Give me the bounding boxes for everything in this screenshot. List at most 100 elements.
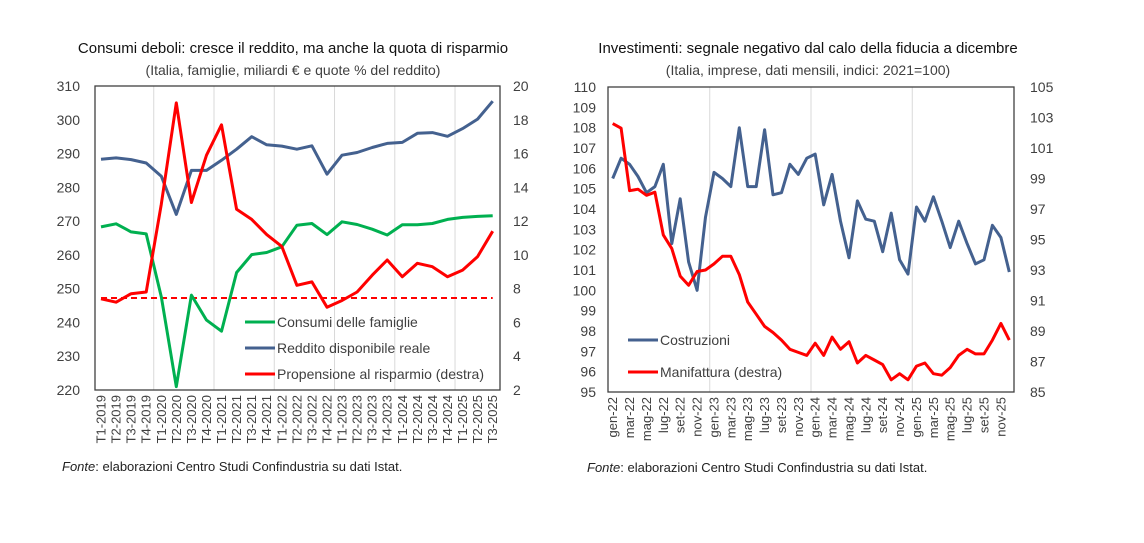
y-tick-label: 250 — [57, 281, 81, 297]
x-tick-label: nov-23 — [791, 397, 806, 437]
x-tick-label: nov-25 — [993, 397, 1008, 437]
y2-tick-label: 8 — [513, 281, 521, 297]
x-tick-label: nov-22 — [690, 397, 705, 437]
y2-tick-label: 97 — [1030, 201, 1046, 217]
y-tick-label: 107 — [573, 140, 597, 156]
x-tick-label: T2-2021 — [229, 395, 244, 443]
y2-tick-label: 12 — [513, 213, 529, 229]
x-tick-label: T3-2025 — [485, 395, 500, 443]
left-chart: Consumi deboli: cresce il reddito, ma an… — [62, 40, 508, 474]
y2-tick-label: 87 — [1030, 354, 1046, 370]
x-tick-label: T4-2023 — [380, 395, 395, 443]
legend-label: Propensione al risparmio (destra) — [277, 366, 484, 382]
x-tick-label: T3-2024 — [425, 395, 440, 443]
right-chart: Investimenti: segnale negativo dal calo … — [587, 40, 1018, 475]
source-label: Fonte — [587, 460, 620, 475]
y-tick-label: 95 — [580, 384, 596, 400]
x-tick-label: mar-24 — [825, 397, 840, 438]
y-tick-label: 102 — [573, 242, 597, 258]
left-chart-subtitle: (Italia, famiglie, miliardi € e quote % … — [146, 62, 441, 78]
x-tick-label: lug-23 — [757, 397, 772, 433]
x-tick-label: T1-2022 — [274, 395, 289, 443]
y-tick-label: 280 — [57, 179, 81, 195]
x-tick-label: nov-24 — [892, 397, 907, 437]
x-tick-label: set-25 — [976, 397, 991, 433]
x-tick-label: lug-24 — [858, 397, 873, 433]
series-line-manifattura-destra- — [611, 122, 1011, 382]
x-tick-label: T4-2021 — [259, 395, 274, 443]
y-tick-label: 260 — [57, 247, 81, 263]
y-tick-label: 220 — [57, 382, 81, 398]
y-tick-label: 97 — [580, 343, 596, 359]
plot-border — [607, 86, 1015, 393]
series-line-consumi-delle-famiglie — [100, 214, 493, 389]
x-tick-label: T2-2020 — [169, 395, 184, 443]
x-tick-label: T2-2025 — [470, 395, 485, 443]
legend-label: Reddito disponibile reale — [277, 340, 431, 356]
x-tick-label: T1-2023 — [335, 395, 350, 443]
y-tick-label: 300 — [57, 112, 81, 128]
y-tick-label: 105 — [573, 181, 597, 197]
y2-tick-label: 93 — [1030, 262, 1046, 278]
y2-tick-label: 105 — [1030, 79, 1054, 95]
y2-tick-label: 85 — [1030, 384, 1046, 400]
y2-tick-label: 6 — [513, 314, 521, 330]
x-tick-label: T1-2020 — [154, 395, 169, 443]
left-chart-title: Consumi deboli: cresce il reddito, ma an… — [78, 40, 508, 57]
x-tick-label: T3-2020 — [184, 395, 199, 443]
x-tick-label: T3-2022 — [304, 395, 319, 443]
y-tick-label: 240 — [57, 314, 81, 330]
legend-label: Manifattura (destra) — [660, 364, 782, 380]
x-tick-label: set-24 — [875, 397, 890, 433]
y-tick-label: 96 — [580, 364, 596, 380]
x-tick-label: gen-23 — [706, 397, 721, 437]
x-tick-label: T1-2019 — [94, 395, 109, 443]
right-chart-title: Investimenti: segnale negativo dal calo … — [598, 40, 1017, 57]
y2-tick-label: 95 — [1030, 232, 1046, 248]
y-tick-label: 109 — [573, 99, 597, 115]
y-tick-label: 98 — [580, 323, 596, 339]
source-text: : elaborazioni Centro Studi Confindustri… — [95, 459, 402, 474]
series-line-propensione-al-risparmio-destra- — [100, 101, 494, 309]
x-tick-label: mag-23 — [740, 397, 755, 441]
x-tick-label: T4-2019 — [139, 395, 154, 443]
x-tick-label: mar-25 — [926, 397, 941, 438]
legend-label: Consumi delle famiglie — [277, 314, 418, 330]
series-line-costruzioni — [611, 126, 1011, 292]
right-chart-source: Fonte: elaborazioni Centro Studi Confind… — [587, 460, 927, 475]
y-tick-label: 103 — [573, 221, 597, 237]
y-tick-label: 270 — [57, 213, 81, 229]
x-tick-label: set-23 — [774, 397, 789, 433]
plot-area-0: 220 230 240 250 260 270 280 290 300 310 2 4 6 8 10 12 14… — [57, 78, 529, 443]
x-tick-label: lug-25 — [960, 397, 975, 433]
x-tick-label: gen-24 — [808, 397, 823, 437]
y-tick-label: 99 — [580, 303, 596, 319]
y2-tick-label: 14 — [513, 179, 529, 195]
x-tick-label: mar-23 — [723, 397, 738, 438]
x-tick-label: T2-2019 — [109, 395, 124, 443]
y-tick-label: 290 — [57, 146, 81, 162]
x-tick-label: T3-2021 — [244, 395, 259, 443]
y2-tick-label: 99 — [1030, 171, 1046, 187]
x-tick-label: mag-25 — [943, 397, 958, 441]
x-tick-label: T2-2023 — [350, 395, 365, 443]
plot-border — [94, 85, 501, 391]
y2-tick-label: 16 — [513, 146, 529, 162]
x-tick-label: mar-22 — [622, 397, 637, 438]
y-tick-label: 110 — [574, 79, 597, 95]
x-tick-label: T4-2020 — [199, 395, 214, 443]
y-tick-label: 104 — [573, 201, 597, 217]
series-line-reddito-disponibile-reale — [100, 100, 494, 216]
x-tick-label: T1-2021 — [214, 395, 229, 443]
x-tick-label: T2-2024 — [410, 395, 425, 443]
y2-tick-label: 91 — [1030, 293, 1046, 309]
y2-tick-label: 20 — [513, 78, 529, 94]
x-tick-label: T4-2024 — [440, 395, 455, 443]
x-tick-label: mag-22 — [639, 397, 654, 441]
y2-tick-label: 103 — [1030, 110, 1054, 126]
y-tick-label: 108 — [573, 120, 597, 136]
x-tick-label: T3-2023 — [365, 395, 380, 443]
y2-tick-label: 18 — [513, 112, 529, 128]
source-label: Fonte — [62, 459, 95, 474]
y2-tick-label: 101 — [1030, 140, 1054, 156]
